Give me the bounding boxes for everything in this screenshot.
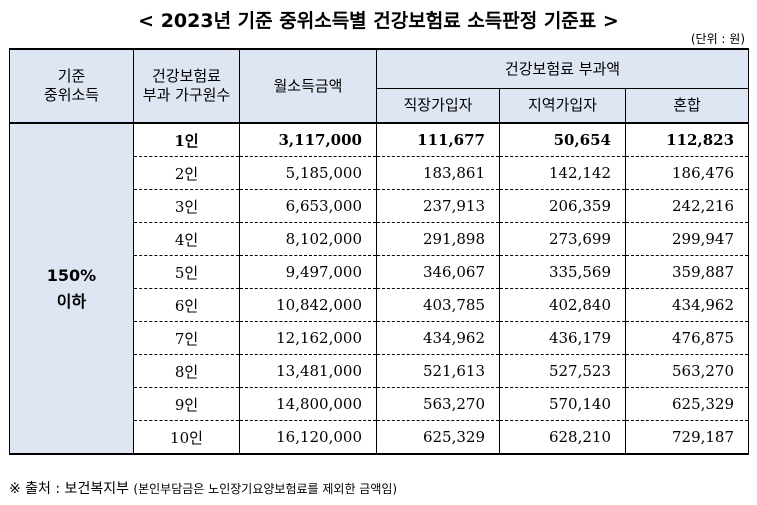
header-median-line1: 기준 [57, 67, 86, 85]
table-row: 9인 14,800,000 563,270 570,140 625,329 [10, 387, 750, 421]
cell-mixed: 359,887 [624, 255, 750, 289]
source-note-main: ※ 출처 : 보건복지부 [9, 481, 129, 497]
table-body: 150% 이하 1인 3,117,000 111,677 50,654 112,… [9, 122, 750, 455]
header-median-line2: 중위소득 [43, 86, 100, 104]
header-household: 건강보험료 부과 가구원수 [133, 48, 240, 124]
cell-regional: 50,654 [499, 122, 626, 157]
header-income: 월소득금액 [239, 48, 377, 124]
cell-regional: 628,210 [499, 420, 626, 455]
cell-employee: 111,677 [376, 122, 500, 157]
source-note-sub: (본인부담금은 노인장기요양보험료를 제외한 금액임) [133, 482, 398, 496]
cell-employee: 291,898 [376, 222, 500, 256]
header-employee: 직장가입자 [376, 88, 500, 124]
cell-mixed: 242,216 [624, 189, 750, 223]
cell-mixed: 299,947 [624, 222, 750, 256]
cell-persons: 3인 [133, 189, 240, 223]
cell-employee: 403,785 [376, 288, 500, 322]
table-row: 150% 이하 1인 3,117,000 111,677 50,654 112,… [9, 122, 750, 455]
cell-persons: 10인 [133, 420, 240, 455]
cell-income: 9,497,000 [239, 255, 377, 289]
cell-mixed: 476,875 [624, 321, 750, 355]
header-mixed: 혼합 [624, 88, 750, 124]
cell-income: 5,185,000 [239, 156, 377, 190]
cell-employee: 563,270 [376, 387, 500, 421]
cell-income: 3,117,000 [239, 122, 377, 157]
cell-income: 10,842,000 [239, 288, 377, 322]
cell-persons: 7인 [133, 321, 240, 355]
cell-regional: 206,359 [499, 189, 626, 223]
page-title: < 2023년 기준 중위소득별 건강보험료 소득판정 기준표 > [138, 10, 619, 32]
header-regional: 지역가입자 [499, 88, 626, 124]
table-row: 6인 10,842,000 403,785 402,840 434,962 [10, 288, 750, 322]
unit-label: (단위 : 원) [690, 32, 745, 46]
cell-income: 6,653,000 [239, 189, 377, 223]
cell-persons: 5인 [133, 255, 240, 289]
category-line2: 이하 [56, 291, 87, 311]
source-note: ※ 출처 : 보건복지부 (본인부담금은 노인장기요양보험료를 제외한 금액임) [9, 478, 397, 498]
header-median-income: 기준 중위소득 [9, 48, 134, 124]
cell-mixed: 625,329 [624, 387, 750, 421]
cell-income: 16,120,000 [239, 420, 377, 455]
table-row: 8인 13,481,000 521,613 527,523 563,270 [10, 354, 750, 388]
cell-persons: 4인 [133, 222, 240, 256]
cell-employee: 346,067 [376, 255, 500, 289]
table-row: 10인 16,120,000 625,329 628,210 729,187 [10, 420, 750, 455]
cell-employee: 237,913 [376, 189, 500, 223]
cell-mixed: 729,187 [624, 420, 750, 455]
cell-income: 13,481,000 [239, 354, 377, 388]
cell-persons: 6인 [133, 288, 240, 322]
cell-regional: 570,140 [499, 387, 626, 421]
cell-mixed: 563,270 [624, 354, 750, 388]
cell-income: 8,102,000 [239, 222, 377, 256]
cell-mixed: 186,476 [624, 156, 750, 190]
header-premium-group: 건강보험료 부과액 [375, 48, 750, 89]
cell-persons: 9인 [133, 387, 240, 421]
cell-regional: 142,142 [499, 156, 626, 190]
cell-employee: 434,962 [376, 321, 500, 355]
cell-persons: 1인 [133, 122, 240, 157]
cell-mixed: 112,823 [624, 122, 750, 157]
cell-persons: 8인 [133, 354, 240, 388]
cell-income: 14,800,000 [239, 387, 377, 421]
cell-regional: 273,699 [499, 222, 626, 256]
category-cell: 150% 이하 [9, 122, 134, 455]
cell-regional: 527,523 [499, 354, 626, 388]
header-household-line2: 부과 가구원수 [142, 86, 231, 104]
cell-mixed: 434,962 [624, 288, 750, 322]
table-row: 7인 12,162,000 434,962 436,179 476,875 [10, 321, 750, 355]
cell-employee: 625,329 [376, 420, 500, 455]
table-row: 5인 9,497,000 346,067 335,569 359,887 [10, 255, 750, 289]
header-household-line1: 건강보험료 [151, 67, 221, 85]
cell-regional: 436,179 [499, 321, 626, 355]
cell-regional: 335,569 [499, 255, 626, 289]
table-row: 2인 5,185,000 183,861 142,142 186,476 [10, 156, 750, 190]
premium-table: 기준 중위소득 건강보험료 부과 가구원수 월소득금액 건강보험료 부과액 직장… [9, 48, 750, 455]
category-line1: 150% [46, 265, 97, 285]
cell-employee: 521,613 [376, 354, 500, 388]
cell-persons: 2인 [133, 156, 240, 190]
cell-regional: 402,840 [499, 288, 626, 322]
table-row: 4인 8,102,000 291,898 273,699 299,947 [10, 222, 750, 256]
cell-employee: 183,861 [376, 156, 500, 190]
cell-income: 12,162,000 [239, 321, 377, 355]
table-row: 3인 6,653,000 237,913 206,359 242,216 [10, 189, 750, 223]
